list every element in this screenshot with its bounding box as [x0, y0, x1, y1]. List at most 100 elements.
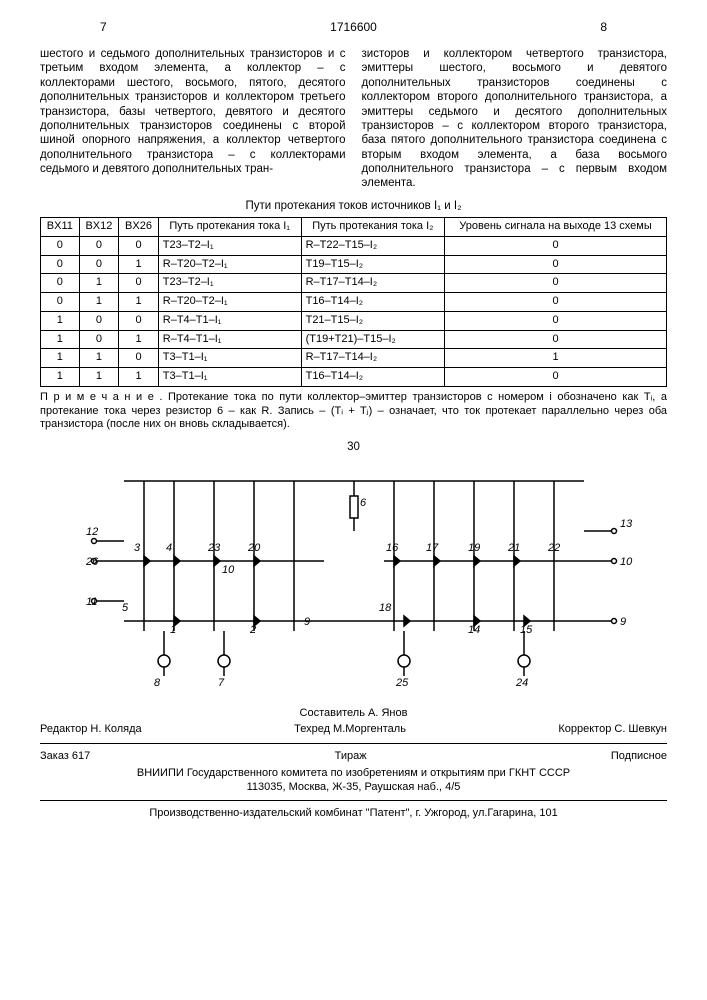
table-cell: 1	[41, 368, 80, 387]
table-header: BX11	[41, 218, 80, 237]
table-cell: 0	[119, 236, 159, 255]
table-row: 101R–T4–T1–I₁(T19+T21)–T15–I₂0	[41, 330, 667, 349]
table-cell: 0	[445, 255, 667, 274]
table-cell: T21–T15–I₂	[301, 311, 444, 330]
footer-tech: Техред М.Моргенталь	[294, 723, 406, 737]
table-cell: R–T4–T1–I₁	[158, 330, 301, 349]
table-cell: 1	[41, 330, 80, 349]
svg-text:25: 25	[395, 677, 409, 689]
table-cell: 0	[41, 255, 80, 274]
table-caption: Пути протекания токов источников I₁ и I₂	[40, 199, 667, 213]
table-cell: T3–T1–I₁	[158, 368, 301, 387]
table-cell: 0	[79, 255, 119, 274]
table-header: BX12	[79, 218, 119, 237]
table-cell: 0	[445, 330, 667, 349]
table-cell: 1	[119, 368, 159, 387]
table-cell: 1	[445, 349, 667, 368]
table-cell: R–T20–T2–I₁	[158, 293, 301, 312]
page-right: 8	[600, 20, 607, 35]
table-cell: T23–T2–I₁	[158, 236, 301, 255]
table-cell: 0	[445, 368, 667, 387]
svg-text:21: 21	[507, 542, 520, 554]
doc-number: 1716600	[330, 20, 377, 35]
table-header: Путь протекания тока I₁	[158, 218, 301, 237]
svg-text:3: 3	[134, 542, 141, 554]
table-cell: R–T22–T15–I₂	[301, 236, 444, 255]
header-pages: 7 1716600 8	[100, 20, 607, 35]
table-cell: 1	[79, 368, 119, 387]
table-cell: 0	[41, 274, 80, 293]
table-row: 110T3–T1–I₁R–T17–T14–I₂1	[41, 349, 667, 368]
footer-sub: Подписное	[611, 750, 667, 764]
footer-addr: 113035, Москва, Ж-35, Раушская наб., 4/5	[40, 781, 667, 795]
svg-text:12: 12	[86, 526, 98, 538]
footer-corrector: Корректор С. Шевкун	[558, 723, 667, 737]
footer-order: Заказ 617	[40, 750, 90, 764]
table-row: 011R–T20–T2–I₁T16–T14–I₂0	[41, 293, 667, 312]
table-cell: 1	[41, 311, 80, 330]
table-cell: 1	[41, 349, 80, 368]
table-header: Путь протекания тока I₂	[301, 218, 444, 237]
svg-text:9: 9	[304, 616, 310, 628]
svg-text:6: 6	[360, 497, 367, 509]
table-header: BX26	[119, 218, 159, 237]
svg-text:26: 26	[85, 556, 99, 568]
table-cell: T16–T14–I₂	[301, 368, 444, 387]
table-cell: R–T20–T2–I₁	[158, 255, 301, 274]
table-cell: 0	[119, 274, 159, 293]
circuit-diagram: 122611 6 342320 10 1617192122 13109 5129…	[74, 461, 634, 691]
table-cell: (T19+T21)–T15–I₂	[301, 330, 444, 349]
table-cell: 0	[445, 274, 667, 293]
footer-compiler: Составитель А. Янов	[40, 707, 667, 721]
table-row: 100R–T4–T1–I₁T21–T15–I₂0	[41, 311, 667, 330]
table-note: П р и м е ч а н и е . Протекание тока по…	[40, 391, 667, 432]
table-cell: R–T4–T1–I₁	[158, 311, 301, 330]
table-header: Уровень сигнала на выходе 13 схемы	[445, 218, 667, 237]
svg-text:8: 8	[154, 677, 161, 689]
table-cell: R–T17–T14–I₂	[301, 349, 444, 368]
table-cell: 1	[79, 274, 119, 293]
svg-text:17: 17	[426, 542, 439, 554]
table-cell: 0	[41, 293, 80, 312]
footer-org: ВНИИПИ Государственного комитета по изоб…	[40, 767, 667, 781]
table-row: 111T3–T1–I₁T16–T14–I₂0	[41, 368, 667, 387]
table-cell: 1	[119, 255, 159, 274]
table-row: 000T23–T2–I₁R–T22–T15–I₂0	[41, 236, 667, 255]
svg-text:23: 23	[207, 542, 221, 554]
svg-text:1: 1	[170, 624, 176, 636]
table-cell: 0	[445, 236, 667, 255]
svg-text:9: 9	[620, 616, 626, 628]
col-left: шестого и седьмого дополнительных транзи…	[40, 47, 346, 191]
table-cell: 1	[79, 293, 119, 312]
svg-text:19: 19	[468, 542, 480, 554]
footer-block: Составитель А. Янов Редактор Н. Коляда Т…	[40, 707, 667, 822]
svg-text:22: 22	[547, 542, 560, 554]
line-num-30: 30	[40, 440, 667, 454]
table-row: 001R–T20–T2–I₁T19–T15–I₂0	[41, 255, 667, 274]
table-cell: 0	[445, 293, 667, 312]
svg-text:24: 24	[515, 677, 528, 689]
svg-text:20: 20	[247, 542, 261, 554]
table-cell: T23–T2–I₁	[158, 274, 301, 293]
svg-text:7: 7	[218, 677, 225, 689]
footer-editor: Редактор Н. Коляда	[40, 723, 142, 737]
table-cell: T3–T1–I₁	[158, 349, 301, 368]
footer-prod: Производственно-издательский комбинат "П…	[40, 807, 667, 821]
table-cell: 0	[41, 236, 80, 255]
svg-text:4: 4	[166, 542, 172, 554]
svg-text:2: 2	[249, 624, 256, 636]
table-row: 010T23–T2–I₁R–T17–T14–I₂0	[41, 274, 667, 293]
svg-text:13: 13	[620, 518, 633, 530]
svg-text:11: 11	[86, 596, 97, 608]
table-cell: 0	[119, 311, 159, 330]
table-cell: 0	[79, 311, 119, 330]
col-right: зисторов и коллектором четвертого транзи…	[362, 47, 668, 191]
svg-text:14: 14	[468, 624, 480, 636]
svg-text:15: 15	[520, 624, 533, 636]
table-cell: 1	[79, 349, 119, 368]
data-table: BX11BX12BX26Путь протекания тока I₁Путь …	[40, 217, 667, 387]
svg-text:10: 10	[222, 564, 235, 576]
table-cell: 0	[445, 311, 667, 330]
text-columns: шестого и седьмого дополнительных транзи…	[40, 47, 667, 191]
table-cell: 0	[79, 236, 119, 255]
